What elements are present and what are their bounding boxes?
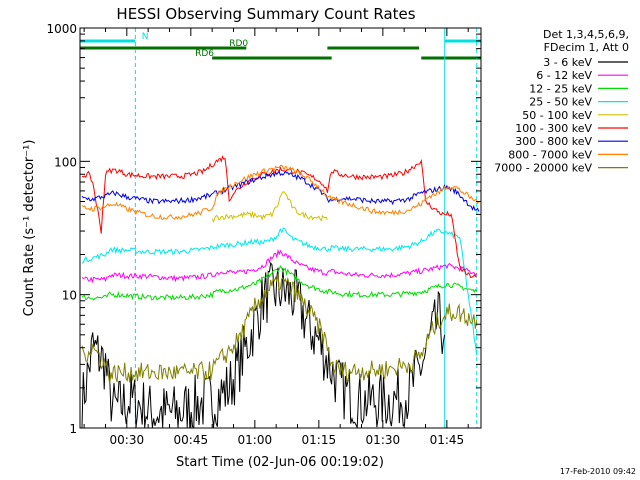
series-layer <box>81 155 480 429</box>
legend-header-line-2: FDecim 1, Att 0 <box>544 41 629 54</box>
night-markers <box>134 28 478 428</box>
y-tick-label-2: 100 <box>54 155 77 169</box>
series-line-5 <box>81 155 477 279</box>
plot-frame <box>79 27 482 429</box>
x-tick-label-5: 01:45 <box>430 433 465 447</box>
legend-label-6: 300 - 800 keV <box>515 135 592 148</box>
series-line-8 <box>81 273 478 385</box>
series-line-2 <box>81 265 478 301</box>
legend-label-0: 3 - 6 keV <box>543 56 592 69</box>
series-line-0 <box>81 261 446 429</box>
series-line-4 <box>211 191 328 224</box>
legend-label-1: 6 - 12 keV <box>536 69 592 82</box>
x-tick-label-2: 01:00 <box>238 433 273 447</box>
chart-title: HESSI Observing Summary Count Rates <box>116 5 415 23</box>
footer-date: 17-Feb-2010 09:42 <box>560 467 636 476</box>
x-tick-label-0: 00:30 <box>110 433 145 447</box>
legend-label-4: 50 - 100 keV <box>522 109 592 122</box>
flag-label-rd0: RD0 <box>229 39 248 49</box>
x-tick-label-1: 00:45 <box>174 433 209 447</box>
flag-label-rd6: RD6 <box>195 49 214 59</box>
y-tick-label-0: 1 <box>69 422 77 436</box>
y-tick-label-3: 1000 <box>46 22 77 36</box>
legend-header-line-1: Det 1,3,4,5,6,9, <box>543 28 629 41</box>
legend-label-3: 25 - 50 keV <box>529 96 592 109</box>
series-line-6 <box>81 170 480 212</box>
x-tick-label-4: 01:30 <box>366 433 401 447</box>
flag-label-n: N <box>142 32 149 42</box>
x-tick-label-3: 01:15 <box>302 433 337 447</box>
series-line-3 <box>81 227 478 356</box>
legend-label-8: 7000 - 20000 keV <box>494 162 592 175</box>
x-axis-label: Start Time (02-Jun-06 00:19:02) <box>176 455 384 470</box>
legend-label-5: 100 - 300 keV <box>515 122 592 135</box>
flags-layer: N RD0 RD6 <box>80 32 481 60</box>
legend-label-7: 800 - 7000 keV <box>508 148 592 161</box>
axis-ticks: 00:30 00:45 01:00 01:15 01:30 01:45 1 10 100 1000 <box>46 22 481 447</box>
series-line-1 <box>81 248 478 284</box>
y-axis-label: Count Rate (s⁻¹ detector⁻¹) <box>22 140 37 317</box>
y-tick-label-1: 10 <box>62 289 77 303</box>
legend-label-2: 12 - 25 keV <box>529 82 592 95</box>
series-line-7 <box>81 164 480 220</box>
